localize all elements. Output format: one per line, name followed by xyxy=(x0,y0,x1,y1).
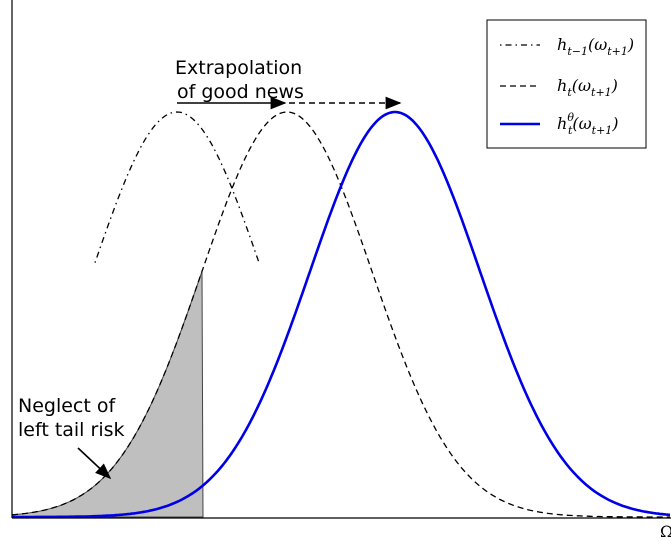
legend-box xyxy=(486,19,647,149)
annotation: of good news xyxy=(177,81,304,103)
legend-label-part: t xyxy=(567,86,572,99)
legend-label-part: θ xyxy=(567,111,574,124)
prior-density-curve xyxy=(94,111,260,263)
legend-label-part: t+1 xyxy=(607,45,628,58)
diagnostic-density-curve xyxy=(12,110,671,519)
legend-label-part: t xyxy=(568,124,573,137)
legend-label-part: ) xyxy=(611,114,618,133)
legend-label-part: h xyxy=(557,114,567,133)
legend-label-part: h xyxy=(557,76,567,95)
annotation: Extrapolation xyxy=(175,57,302,79)
legend-label-part: t+1 xyxy=(591,86,612,99)
annotation: Neglect of xyxy=(18,395,116,417)
legend-label-part: (ω xyxy=(572,114,591,133)
legend-label-part: (ω xyxy=(572,76,591,95)
annotation-arrow xyxy=(77,447,112,480)
legend-label-part: ) xyxy=(627,35,634,54)
legend-label: ht(ωt+1) xyxy=(557,76,618,99)
legend-label-part: ) xyxy=(611,76,618,95)
legend-label: ht−1(ωt+1) xyxy=(557,35,634,58)
legend-label-part: t−1 xyxy=(567,45,588,58)
legend-label-part: t+1 xyxy=(592,124,613,137)
x-axis-label: Ω xyxy=(660,522,671,541)
legend-label-part: (ω xyxy=(588,35,607,54)
legend-label: hθ t(ωt+1) xyxy=(557,111,619,137)
current-density-curve xyxy=(11,111,670,518)
legend-label-part: h xyxy=(557,35,567,54)
annotation: left tail risk xyxy=(18,419,125,441)
